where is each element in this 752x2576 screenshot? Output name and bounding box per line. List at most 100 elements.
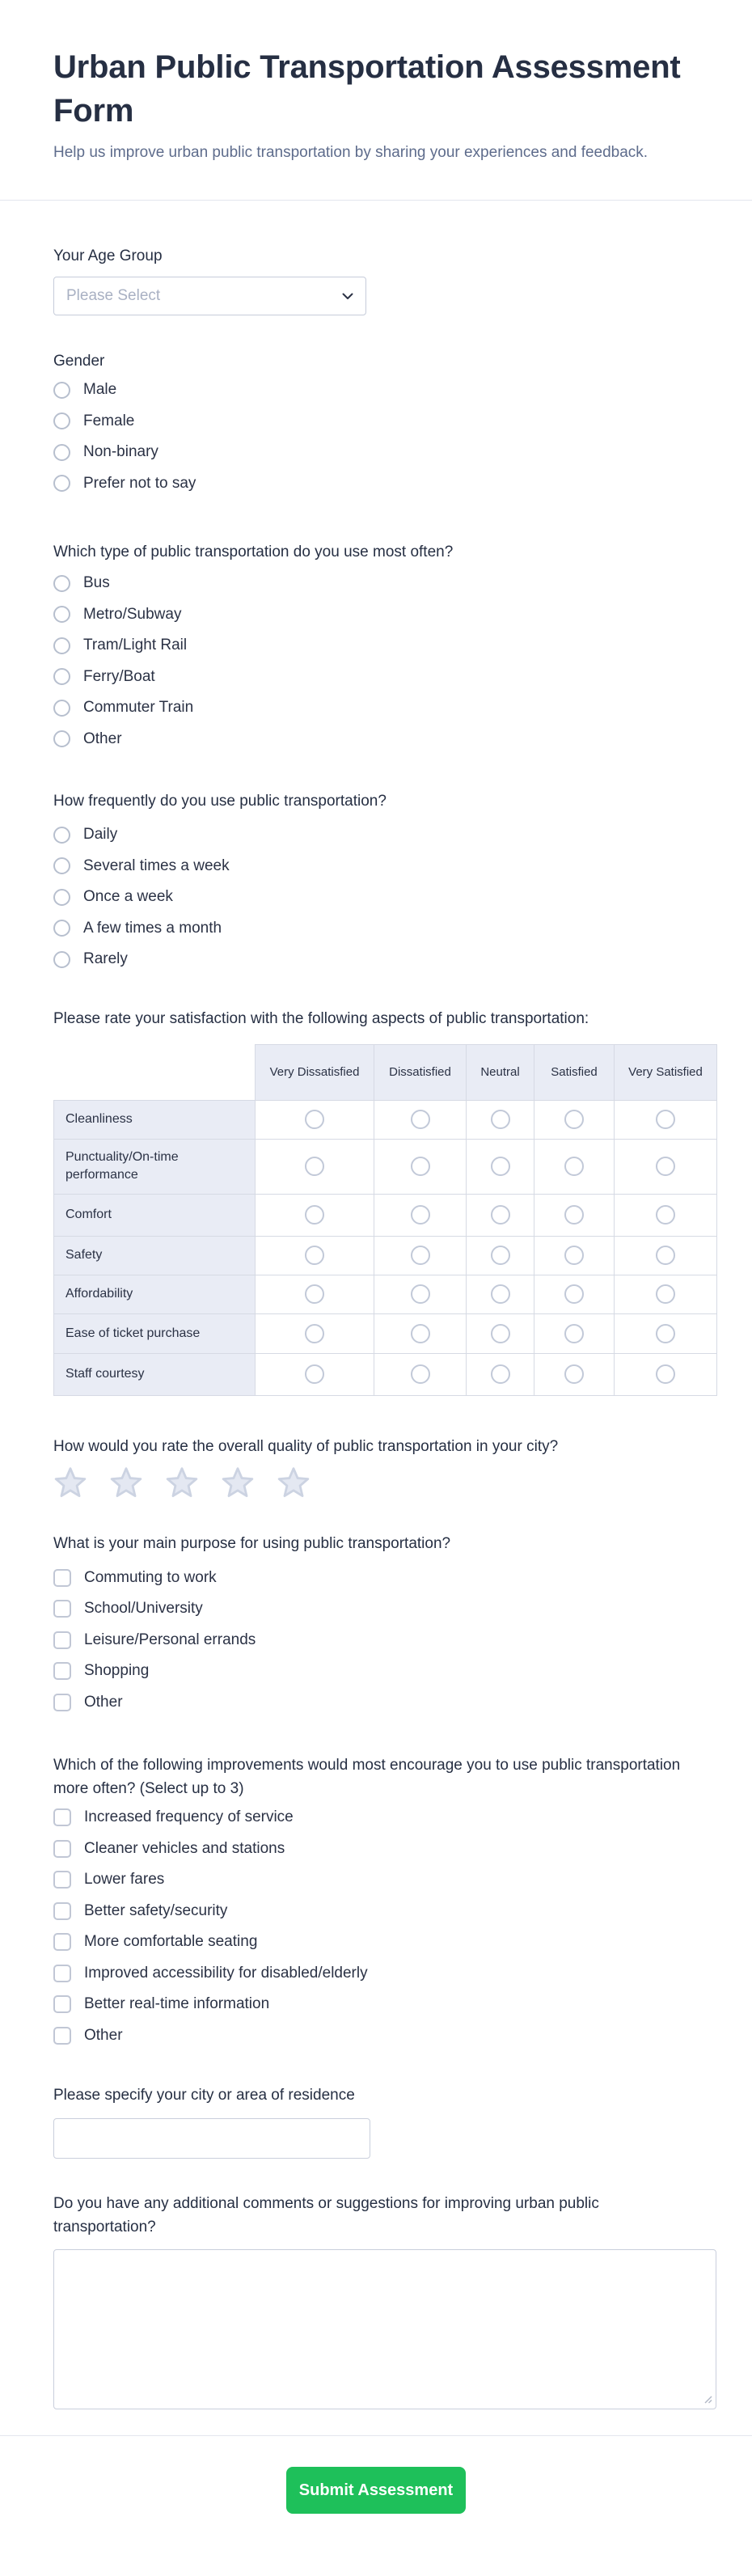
radio-button[interactable] [53, 668, 70, 686]
radio-option[interactable]: Bus [53, 568, 699, 599]
matrix-cell[interactable] [255, 1138, 374, 1195]
radio-button[interactable] [410, 1110, 430, 1129]
matrix-cell[interactable] [374, 1235, 467, 1275]
star-icon[interactable] [221, 1466, 255, 1500]
radio-button[interactable] [564, 1284, 584, 1304]
radio-button[interactable] [410, 1364, 430, 1384]
radio-button[interactable] [564, 1246, 584, 1265]
radio-button[interactable] [564, 1364, 584, 1384]
city-input[interactable] [53, 2118, 370, 2159]
matrix-cell[interactable] [374, 1274, 467, 1314]
star-icon[interactable] [109, 1466, 143, 1500]
radio-option[interactable]: Rarely [53, 944, 699, 975]
comments-textarea[interactable] [53, 2249, 716, 2409]
checkbox-button[interactable] [53, 1964, 71, 1982]
radio-button[interactable] [490, 1323, 510, 1343]
checkbox-option[interactable]: Other [53, 1687, 699, 1719]
checkbox-option[interactable]: Commuting to work [53, 1563, 699, 1594]
checkbox-option[interactable]: Better real-time information [53, 1989, 699, 2020]
radio-option[interactable]: Commuter Train [53, 692, 699, 724]
checkbox-option[interactable]: School/University [53, 1593, 699, 1625]
radio-button[interactable] [53, 443, 70, 461]
radio-button[interactable] [305, 1110, 324, 1129]
matrix-cell[interactable] [255, 1313, 374, 1354]
checkbox-option[interactable]: Increased frequency of service [53, 1802, 699, 1834]
matrix-cell[interactable] [614, 1138, 717, 1195]
radio-button[interactable] [490, 1246, 510, 1265]
matrix-cell[interactable] [534, 1313, 615, 1354]
matrix-cell[interactable] [614, 1274, 717, 1314]
checkbox-button[interactable] [53, 1808, 71, 1827]
checkbox-button[interactable] [53, 1839, 71, 1858]
checkbox-option[interactable]: Improved accessibility for disabled/elde… [53, 1958, 699, 1990]
matrix-cell[interactable] [255, 1193, 374, 1237]
matrix-cell[interactable] [534, 1235, 615, 1275]
radio-button[interactable] [53, 637, 70, 654]
matrix-cell[interactable] [466, 1099, 534, 1140]
matrix-cell[interactable] [466, 1352, 534, 1396]
radio-button[interactable] [490, 1110, 510, 1129]
radio-button[interactable] [564, 1205, 584, 1225]
matrix-cell[interactable] [614, 1235, 717, 1275]
matrix-cell[interactable] [466, 1235, 534, 1275]
radio-button[interactable] [305, 1364, 324, 1384]
radio-button[interactable] [305, 1205, 324, 1225]
radio-option[interactable]: Male [53, 374, 699, 406]
checkbox-option[interactable]: Better safety/security [53, 1896, 699, 1927]
radio-button[interactable] [656, 1323, 675, 1343]
radio-button[interactable] [564, 1323, 584, 1343]
radio-button[interactable] [305, 1246, 324, 1265]
radio-button[interactable] [305, 1323, 324, 1343]
star-icon[interactable] [165, 1466, 199, 1500]
radio-option[interactable]: Other [53, 724, 699, 755]
checkbox-button[interactable] [53, 1568, 71, 1587]
matrix-cell[interactable] [374, 1138, 467, 1195]
radio-button[interactable] [53, 950, 70, 968]
age-group-select[interactable]: Please Select [53, 277, 366, 315]
radio-option[interactable]: Non-binary [53, 437, 699, 468]
checkbox-button[interactable] [53, 1600, 71, 1618]
radio-button[interactable] [490, 1205, 510, 1225]
radio-button[interactable] [53, 574, 70, 592]
radio-option[interactable]: Metro/Subway [53, 599, 699, 631]
radio-button[interactable] [305, 1284, 324, 1304]
radio-option[interactable]: Once a week [53, 882, 699, 913]
radio-button[interactable] [410, 1205, 430, 1225]
matrix-cell[interactable] [466, 1138, 534, 1195]
radio-button[interactable] [53, 412, 70, 430]
matrix-cell[interactable] [534, 1193, 615, 1237]
matrix-cell[interactable] [614, 1193, 717, 1237]
checkbox-option[interactable]: More comfortable seating [53, 1927, 699, 1958]
matrix-cell[interactable] [466, 1193, 534, 1237]
radio-button[interactable] [410, 1284, 430, 1304]
radio-button[interactable] [410, 1246, 430, 1265]
submit-button[interactable]: Submit Assessment [286, 2467, 466, 2514]
radio-option[interactable]: Prefer not to say [53, 468, 699, 500]
matrix-cell[interactable] [534, 1138, 615, 1195]
checkbox-button[interactable] [53, 1693, 71, 1711]
radio-button[interactable] [656, 1110, 675, 1129]
radio-button[interactable] [564, 1110, 584, 1129]
matrix-cell[interactable] [466, 1313, 534, 1354]
radio-button[interactable] [53, 826, 70, 844]
checkbox-option[interactable]: Other [53, 2020, 699, 2052]
checkbox-option[interactable]: Leisure/Personal errands [53, 1625, 699, 1656]
radio-button[interactable] [490, 1157, 510, 1176]
checkbox-option[interactable]: Lower fares [53, 1864, 699, 1896]
star-icon[interactable] [277, 1466, 311, 1500]
radio-button[interactable] [656, 1246, 675, 1265]
matrix-cell[interactable] [374, 1313, 467, 1354]
checkbox-button[interactable] [53, 1901, 71, 1920]
radio-option[interactable]: Daily [53, 819, 699, 851]
radio-button[interactable] [53, 475, 70, 493]
radio-button[interactable] [656, 1205, 675, 1225]
checkbox-button[interactable] [53, 1933, 71, 1952]
matrix-cell[interactable] [534, 1274, 615, 1314]
radio-button[interactable] [656, 1364, 675, 1384]
matrix-cell[interactable] [374, 1193, 467, 1237]
checkbox-option[interactable]: Cleaner vehicles and stations [53, 1834, 699, 1865]
radio-button[interactable] [564, 1157, 584, 1176]
matrix-cell[interactable] [255, 1352, 374, 1396]
matrix-cell[interactable] [614, 1352, 717, 1396]
radio-button[interactable] [53, 606, 70, 624]
